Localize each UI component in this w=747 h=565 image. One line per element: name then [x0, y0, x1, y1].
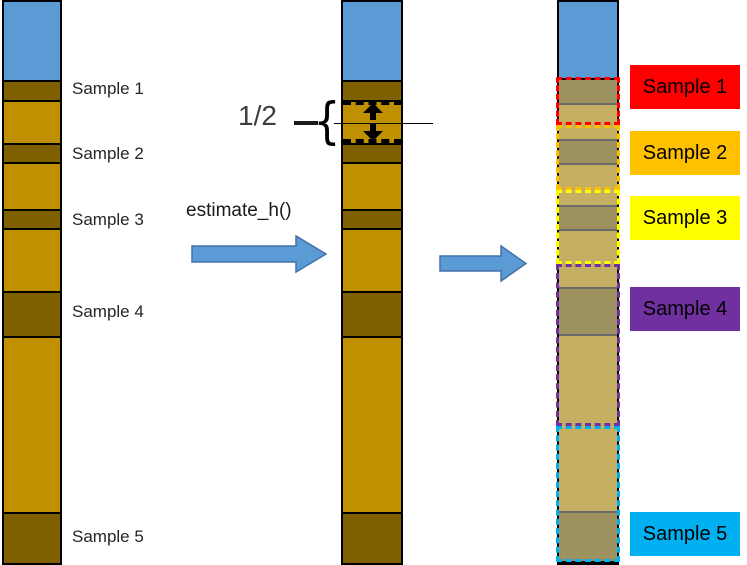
- core-segment: [559, 165, 617, 205]
- core-segment: [4, 293, 60, 336]
- core-segment: [4, 230, 60, 291]
- core-segment: [4, 514, 60, 563]
- segment-separator: [559, 103, 617, 105]
- legend-item: Sample 1: [630, 65, 740, 109]
- segment-separator: [559, 334, 617, 336]
- side-sample-label: Sample 2: [72, 144, 144, 163]
- segment-separator: [559, 287, 617, 289]
- sample-region-outline: [556, 264, 620, 426]
- core-segment: [343, 82, 401, 100]
- core-segment: [343, 145, 401, 162]
- core-segment: [343, 164, 401, 209]
- measured-segment-bottom-dashed-edge: [343, 139, 402, 143]
- core-segment: [559, 2, 617, 78]
- core-segment: [4, 82, 60, 100]
- core-segment: [343, 514, 401, 563]
- legend-item: Sample 4: [630, 287, 740, 331]
- core-segment: [343, 230, 401, 291]
- core-segment: [4, 102, 60, 143]
- estimated-core-column: [341, 0, 403, 565]
- core-segment: [559, 80, 617, 103]
- core-segment: [559, 289, 617, 334]
- right-arrow-icon: [439, 244, 528, 283]
- legend-item: Sample 2: [630, 131, 740, 175]
- transform-function-label: estimate_h(): [186, 200, 292, 221]
- left-brace-icon: {: [313, 92, 341, 150]
- fraction-label: 1/2: [238, 100, 277, 131]
- side-sample-label: Sample 5: [72, 527, 144, 546]
- segment-separator: [559, 139, 617, 141]
- side-sample-label: Sample 4: [72, 302, 144, 321]
- sample-region-outline: [556, 190, 620, 264]
- core-segment: [343, 338, 401, 512]
- legend-item: Sample 3: [630, 196, 740, 240]
- right-arrow-icon: [191, 234, 328, 274]
- core-segment: [559, 513, 617, 561]
- measured-segment-top-dashed-edge: [343, 101, 402, 105]
- sample-region-outline: [556, 125, 620, 190]
- core-segment: [4, 338, 60, 512]
- sampled-core-column: [557, 0, 619, 565]
- legend-item: Sample 5: [630, 512, 740, 556]
- segment-separator: [559, 205, 617, 207]
- core-segment: [559, 141, 617, 163]
- core-segment: [559, 207, 617, 229]
- sample-region-outline: [556, 426, 620, 562]
- side-sample-label: Sample 1: [72, 79, 144, 98]
- measure-reference-line: [334, 123, 433, 124]
- segment-separator: [559, 163, 617, 165]
- sample-region-outline: [556, 77, 620, 125]
- side-sample-label: Sample 3: [72, 210, 144, 229]
- core-segment: [4, 211, 60, 228]
- core-segment: [4, 145, 60, 162]
- segment-separator: [559, 229, 617, 231]
- core-segment: [343, 293, 401, 336]
- core-segment: [4, 164, 60, 209]
- original-core-column: [2, 0, 62, 565]
- core-segment: [343, 2, 401, 80]
- core-segment: [4, 2, 60, 80]
- vertical-measure-arrows-icon: [363, 103, 383, 141]
- segment-separator: [559, 511, 617, 513]
- core-segment: [343, 211, 401, 228]
- fraction-connector-dash: [294, 121, 318, 125]
- core-segment: [559, 231, 617, 287]
